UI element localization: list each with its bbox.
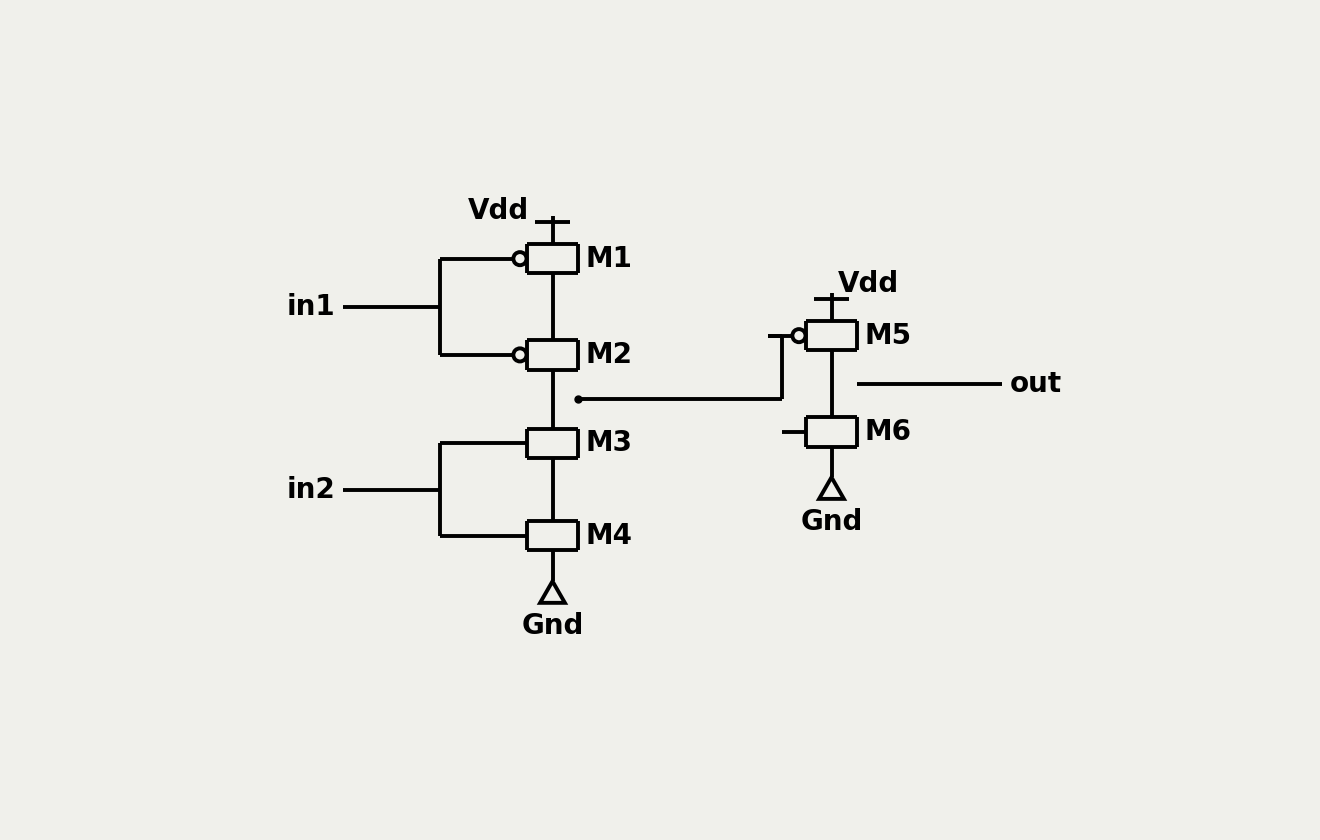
Text: Vdd: Vdd	[469, 197, 529, 225]
Text: M5: M5	[865, 322, 912, 349]
Text: M1: M1	[586, 244, 632, 273]
Text: M4: M4	[586, 522, 632, 550]
Text: in1: in1	[286, 293, 335, 321]
Text: M6: M6	[865, 417, 911, 446]
Text: in2: in2	[286, 475, 335, 504]
Text: M2: M2	[586, 341, 632, 369]
Text: M3: M3	[586, 429, 632, 458]
Text: out: out	[1010, 370, 1061, 398]
Text: Gnd: Gnd	[521, 612, 583, 640]
Text: Vdd: Vdd	[838, 270, 899, 298]
Text: Gnd: Gnd	[800, 508, 863, 536]
